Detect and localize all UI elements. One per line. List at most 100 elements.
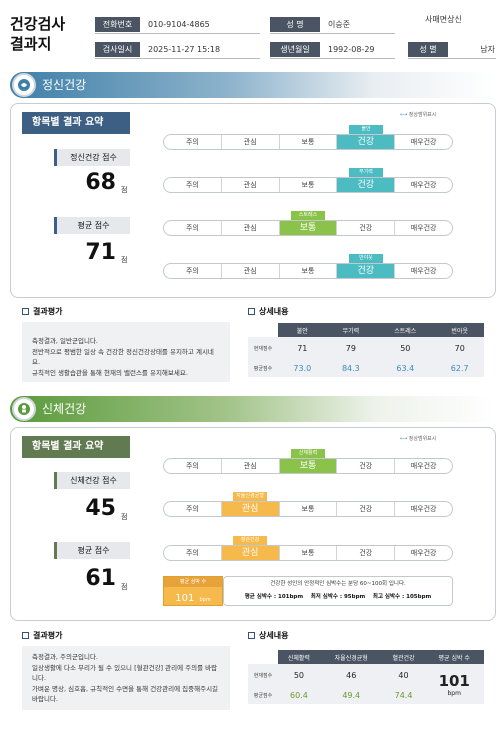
mental-eval-title: 결과평가 — [22, 306, 62, 318]
scale-cell: 주의 — [164, 502, 222, 516]
square-icon — [248, 308, 255, 315]
hr-stats: 평균 심박수 : 101bpm 최저 심박수 : 95bpm 최고 심박수 : … — [244, 594, 432, 600]
col-header: 신체활력 — [278, 650, 320, 664]
eval-line: 규칙적인 생활습관을 통해 현재의 밸런스를 유지해보세요. — [32, 368, 188, 377]
score-marker — [54, 149, 57, 166]
scale-cell: 건강 — [337, 546, 396, 560]
cell: 71 — [278, 337, 327, 359]
unit: 점 — [121, 256, 128, 264]
marker-label: 혈관건강 — [233, 536, 267, 545]
avg-marker — [54, 542, 57, 559]
physical-detail-title: 상세내용 — [248, 630, 288, 642]
physical-section-header — [10, 396, 496, 422]
hr-note: 건강한 성인의 안정적인 심박수는 분당 60~100회 입니다. — [270, 581, 406, 587]
cell: 63.4 — [375, 359, 436, 377]
divider — [95, 58, 260, 59]
scale-cell: 관심 — [222, 221, 280, 235]
scale-cell: 보통 — [280, 546, 338, 560]
scale-cell: 보통 — [280, 178, 338, 192]
scale-cell: 매우건강 — [410, 462, 437, 470]
mental-avg-value: 71 — [85, 240, 116, 265]
phone-label: 전화번호 — [95, 17, 140, 32]
marker-label: 신체활력 — [291, 449, 325, 458]
scale-cell: 건강 — [337, 135, 396, 149]
name-value: 이승준 — [328, 20, 351, 29]
cell: 84.3 — [326, 359, 376, 377]
scale-cell: 매우건강 — [410, 549, 437, 557]
gender-value: 남자 — [480, 45, 495, 54]
eval-line: 측정결과, 일반군입니다. — [32, 337, 98, 345]
physical-avg-label: 평균 점수 — [57, 542, 130, 559]
scale-bar: 주의 관심 보통 건강 매우건강 — [163, 458, 453, 474]
col-header: 번아웃 — [435, 323, 484, 337]
square-icon — [22, 632, 29, 639]
marker-label: 무기력 — [349, 168, 383, 177]
physical-eval-title: 결과평가 — [22, 630, 62, 642]
scale-cell: 주의 — [164, 178, 222, 192]
report-title: 건강검사 결과지 — [10, 14, 65, 54]
physical-score-label: 신체건강 점수 — [57, 472, 130, 489]
marker-label: 불안 — [349, 125, 383, 134]
mental-section-title: 정신건강 — [42, 78, 87, 92]
legend-text: 정상범위표시 — [408, 112, 437, 118]
brain-icon — [12, 73, 36, 97]
scale-cell: 관심 — [222, 264, 280, 278]
mental-detail-table: 불안 무기력 스트레스 번아웃 현재점수 71 79 50 70 평균점수 73.0 84.3 63… — [248, 323, 484, 377]
eval-line: 일상생활에 다소 무리가 될 수 있으니 [혈관건강] 관리에 주의를 바랍니다… — [32, 663, 220, 684]
col-header: 스트레스 — [375, 323, 436, 337]
scale-cell: 매우건강 — [410, 267, 437, 275]
cell: 46 — [319, 664, 383, 686]
mental-avg-label: 평균 점수 — [57, 217, 130, 234]
hr-unit: bpm — [199, 597, 211, 603]
row-label: 현재점수 — [248, 337, 278, 359]
scale-cell: 관심 — [221, 502, 280, 516]
physical-score-value: 45 — [85, 496, 116, 521]
row-label: 현재점수 — [248, 664, 278, 686]
cell: 60.4 — [278, 686, 320, 704]
gender-label: 성 별 — [408, 42, 448, 57]
divider — [95, 33, 260, 34]
cell: 50 — [375, 337, 436, 359]
eval-title-text: 결과평가 — [33, 631, 63, 640]
hr-label: 평균 심박 수 — [164, 577, 222, 587]
mental-detail-title: 상세내용 — [248, 306, 288, 318]
divider — [270, 33, 395, 34]
scale-cell: 보통 — [279, 221, 338, 235]
scale-cell: 매우건강 — [410, 224, 437, 232]
detail-title-text: 상세내용 — [259, 631, 289, 640]
hr-value: 101 — [175, 593, 195, 604]
phone-value: 010-9104-4865 — [148, 20, 210, 29]
col-header: 혈관건강 — [382, 650, 425, 664]
scale-cell: 주의 — [164, 546, 222, 560]
title-line1: 건강검사 — [10, 15, 66, 33]
hr-box: 평균 심박 수 101 bpm — [163, 576, 223, 606]
date-label: 검사일시 — [95, 42, 140, 57]
avg-marker — [54, 217, 57, 234]
scale-cell: 매우건강 — [410, 181, 437, 189]
cell: 40 — [382, 664, 425, 686]
physical-avg-value: 61 — [85, 566, 116, 591]
scale-cell: 건강 — [337, 502, 396, 516]
scale-cell: 관심 — [221, 546, 280, 560]
hr-big-unit: bpm — [447, 689, 461, 697]
square-icon — [22, 308, 29, 315]
cell: 50 — [278, 664, 320, 686]
body-icon — [12, 397, 36, 421]
cell: 74.4 — [382, 686, 425, 704]
legend-text: 정상범위표시 — [408, 436, 437, 442]
unit: 점 — [121, 583, 128, 591]
scale-cell: 주의 — [164, 221, 222, 235]
scale-cell: 매우건강 — [410, 505, 437, 513]
eval-line: 전반적으로 평범한 일상 속 건강한 정신건강상태를 유지하고 계시네요. — [32, 347, 214, 367]
physical-summary-title: 항목별 결과 요약 — [22, 436, 130, 458]
physical-detail-table: 신체활력 자율신경균형 혈관건강 평균 심박 수 현재점수 50 46 40 101 bpm 평… — [248, 650, 484, 704]
mental-eval-box: 측정결과, 일반군입니다. 전반적으로 평범한 일상 속 건강한 정신건강상태를… — [22, 322, 230, 382]
cell: 70 — [435, 337, 484, 359]
cell: 49.4 — [319, 686, 383, 704]
scale-cell: 매우건강 — [410, 138, 437, 146]
birth-label: 생년월일 — [270, 42, 320, 57]
eval-line: 가벼운 명상, 심호흡, 규칙적인 수면을 통해 건강관리에 집중해주시길 바랍… — [32, 684, 219, 704]
detail-title-text: 상세내용 — [259, 307, 289, 316]
col-header: 불안 — [278, 323, 327, 337]
physical-eval-box: 측정결과, 주의군입니다. 일상생활에 다소 무리가 될 수 있으니 [혈관건강… — [22, 646, 230, 710]
